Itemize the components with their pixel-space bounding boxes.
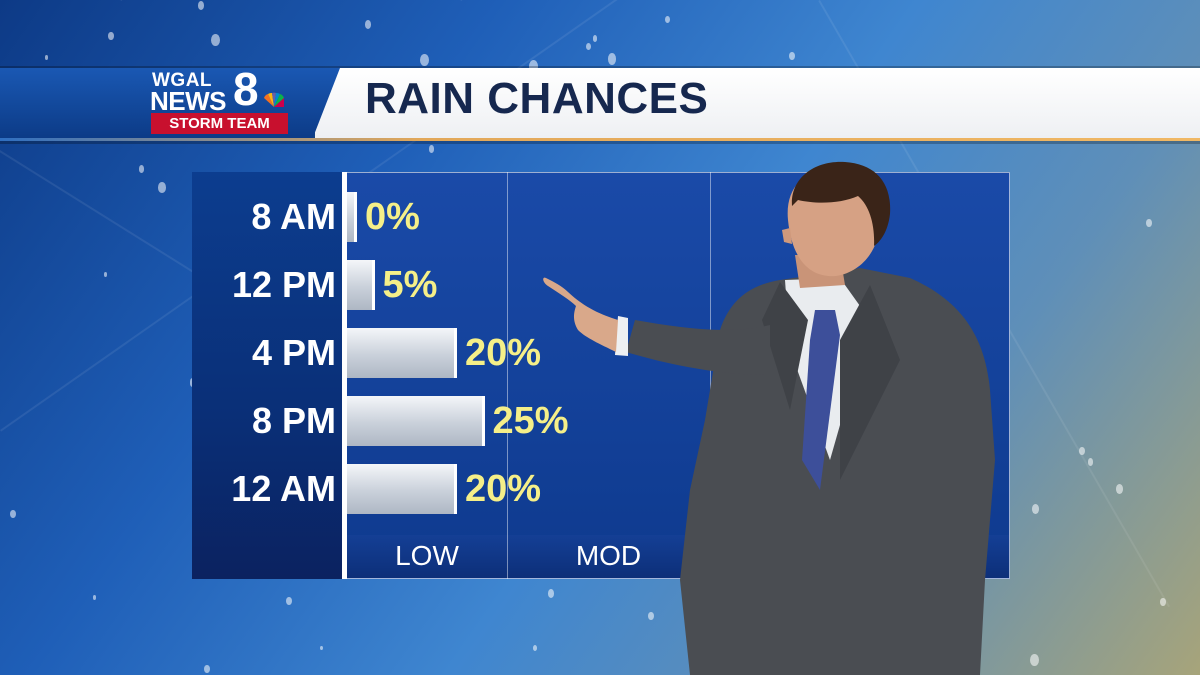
header-accent-line bbox=[0, 138, 1200, 141]
rain-drop bbox=[592, 35, 598, 42]
rain-drop bbox=[158, 182, 166, 194]
rain-drop bbox=[788, 51, 795, 61]
time-label: 12 AM bbox=[231, 468, 336, 509]
rain-chance-value: 5% bbox=[382, 264, 438, 306]
rain-chance-bar bbox=[347, 328, 457, 378]
rain-drop bbox=[607, 53, 616, 65]
time-label: 8 PM bbox=[251, 400, 336, 441]
storm-team-badge: STORM TEAM bbox=[151, 113, 288, 134]
time-labels-column bbox=[192, 172, 342, 579]
rain-drop bbox=[1146, 219, 1152, 228]
rain-chance-value: 20% bbox=[465, 332, 542, 374]
rain-drop bbox=[108, 32, 114, 40]
rain-drop bbox=[420, 53, 429, 66]
rain-drop bbox=[585, 43, 592, 51]
rain-drop bbox=[1078, 446, 1085, 456]
time-label: 8 AM bbox=[251, 196, 336, 237]
rain-drop bbox=[1116, 483, 1124, 494]
chart-axis-line bbox=[342, 172, 347, 579]
logo-news-text: NEWS bbox=[150, 86, 227, 116]
rain-drop bbox=[286, 596, 293, 605]
time-label: 4 PM bbox=[251, 332, 336, 373]
rain-drop bbox=[665, 16, 671, 24]
rain-drop bbox=[1087, 457, 1094, 466]
rain-drop bbox=[211, 33, 221, 46]
rain-drop bbox=[1030, 653, 1039, 666]
rain-chance-value: 0% bbox=[365, 196, 420, 238]
rain-drop bbox=[197, 0, 205, 11]
rain-drop bbox=[103, 272, 108, 278]
rain-chance-value: 20% bbox=[465, 468, 542, 510]
rain-drop bbox=[428, 145, 435, 153]
rain-drop bbox=[1160, 598, 1166, 606]
rain-chance-bar bbox=[347, 192, 357, 242]
rain-chance-bar bbox=[347, 464, 457, 514]
header-title-bar bbox=[315, 68, 1200, 138]
rain-drop bbox=[1032, 504, 1040, 515]
level-divider bbox=[507, 172, 508, 579]
page-title: RAIN CHANCES bbox=[365, 74, 709, 123]
time-label: 12 PM bbox=[231, 264, 336, 305]
meteorologist-figure bbox=[543, 161, 995, 675]
rain-drop bbox=[647, 611, 655, 621]
rain-drop bbox=[92, 594, 97, 600]
rain-chance-bar bbox=[347, 396, 485, 446]
rain-drop bbox=[547, 588, 555, 598]
rain-drop bbox=[10, 510, 16, 519]
logo-wgal-text: WGAL bbox=[152, 70, 213, 91]
rain-drop bbox=[204, 665, 211, 674]
rain-chance-bar bbox=[347, 260, 375, 310]
level-label: LOW bbox=[395, 540, 459, 571]
rain-drop bbox=[529, 60, 539, 73]
rain-drop bbox=[533, 645, 538, 651]
level-divider bbox=[710, 172, 711, 579]
rain-drop bbox=[44, 55, 48, 60]
rain-drop bbox=[320, 645, 324, 650]
level-label: MOD bbox=[575, 540, 642, 571]
peacock-icon bbox=[264, 92, 284, 107]
rain-chance-value: 25% bbox=[492, 400, 569, 442]
logo-channel-number: 8 bbox=[233, 63, 259, 115]
rain-drop bbox=[138, 164, 145, 173]
rain-drop bbox=[364, 19, 372, 30]
